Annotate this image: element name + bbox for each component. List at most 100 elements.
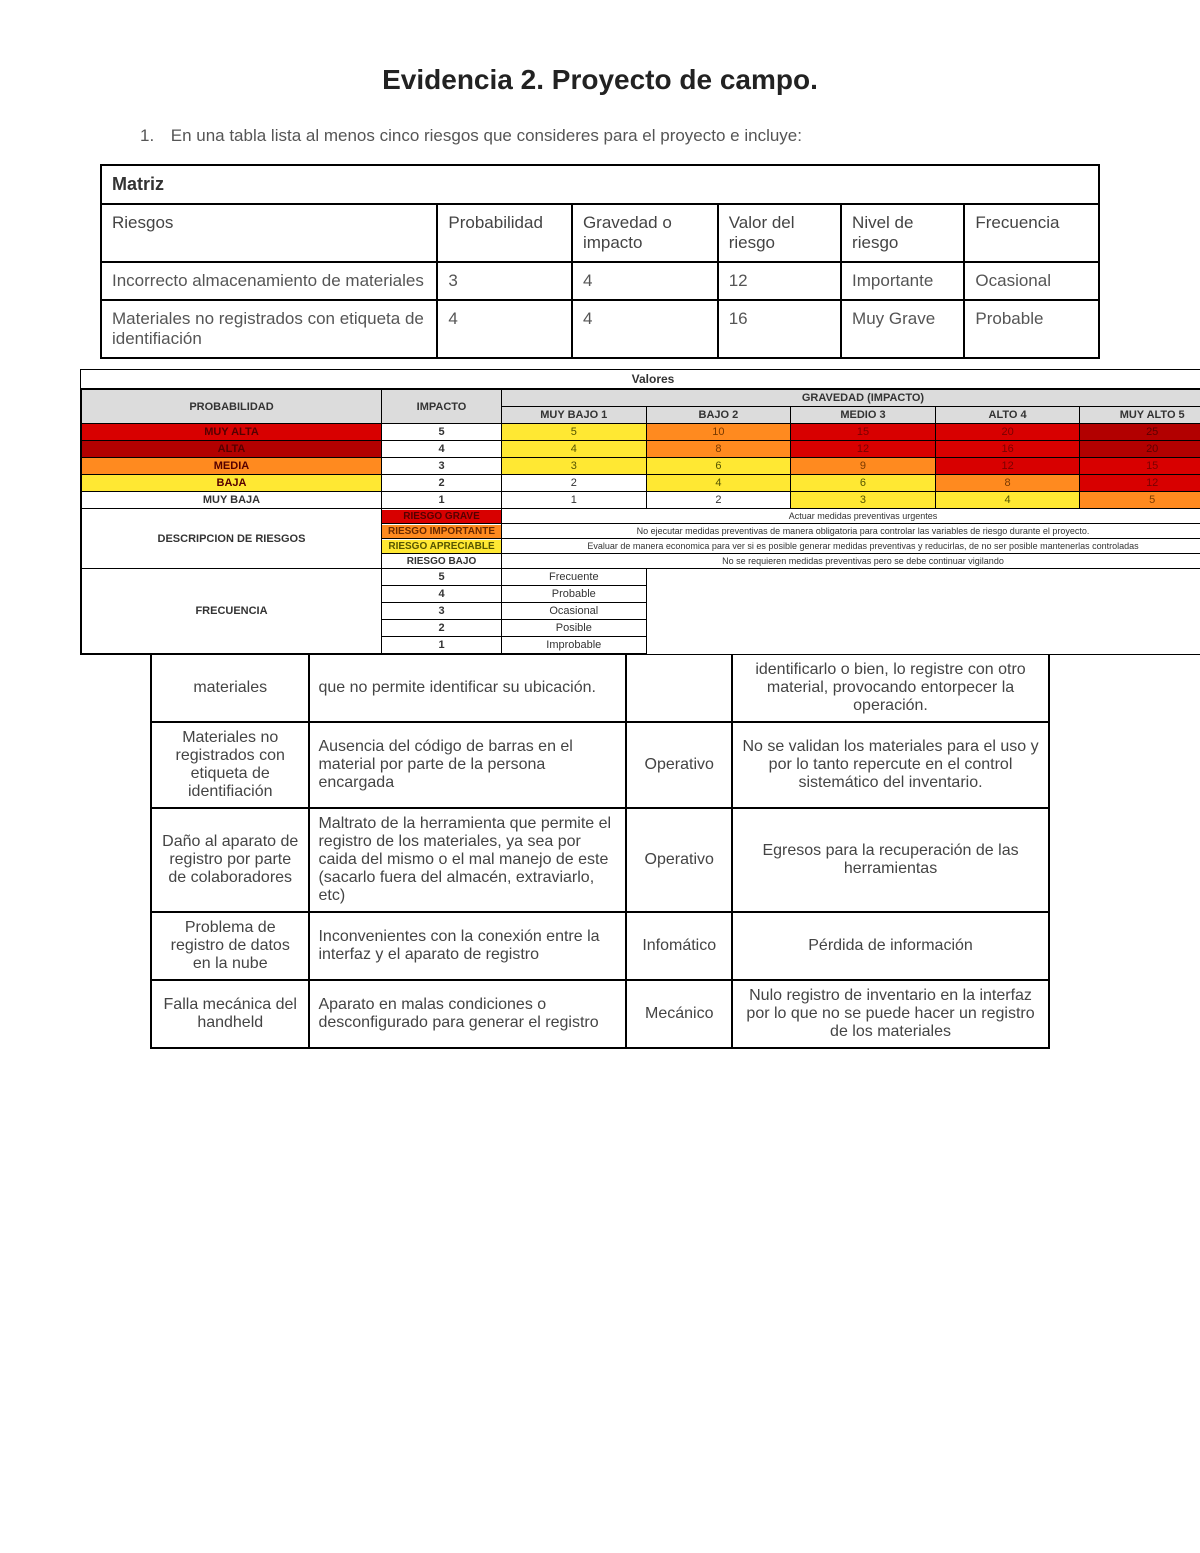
frecuencia-label-cell: Frecuente (502, 569, 647, 586)
instruction-number: 1. (140, 126, 166, 146)
desc-cause: Maltrato de la herramienta que permite e… (309, 808, 626, 912)
impact-value: 3 (382, 458, 502, 475)
heatmap-cell: 15 (791, 424, 936, 441)
severity-header: ALTO 4 (935, 407, 1080, 424)
desc-risk: Problema de registro de datos en la nube (151, 912, 309, 980)
matrix-cell: Materiales no registrados con etiqueta d… (101, 300, 437, 358)
desc-risk: Materiales no registrados con etiqueta d… (151, 722, 309, 808)
frecuencia-n: 4 (382, 586, 502, 603)
prob-row-name: ALTA (82, 441, 382, 458)
heatmap-cell: 4 (646, 475, 791, 492)
desc-risk: Falla mecánica del handheld (151, 980, 309, 1048)
heatmap-cell: 12 (791, 441, 936, 458)
matrix-table: Matriz Riesgos Probabilidad Gravedad o i… (100, 164, 1100, 359)
desc-consequence: No se validan los materiales para el uso… (732, 722, 1049, 808)
matrix-cell: Probable (964, 300, 1099, 358)
prob-row-name: BAJA (82, 475, 382, 492)
descripcion-riesgos-label: DESCRIPCION DE RIESGOS (82, 509, 382, 569)
heatmap-cell: 4 (502, 441, 647, 458)
heatmap-cell: 2 (502, 475, 647, 492)
col-probabilidad: Probabilidad (437, 204, 572, 262)
heatmap-cell: 6 (791, 475, 936, 492)
valores-title: Valores (81, 370, 1200, 389)
frecuencia-label-cell: Posible (502, 620, 647, 637)
risk-level-label: RIESGO IMPORTANTE (382, 524, 502, 539)
heatmap-cell: 2 (646, 492, 791, 509)
severity-header: MUY BAJO 1 (502, 407, 647, 424)
matrix-cell: Muy Grave (841, 300, 964, 358)
gravedad-header: GRAVEDAD (IMPACTO) (502, 390, 1200, 407)
frecuencia-n: 5 (382, 569, 502, 586)
heatmap-cell: 16 (935, 441, 1080, 458)
risk-level-label: RIESGO APRECIABLE (382, 539, 502, 554)
frecuencia-n: 3 (382, 603, 502, 620)
heatmap-cell: 25 (1080, 424, 1200, 441)
desc-risk: Daño al aparato de registro por parte de… (151, 808, 309, 912)
severity-header: BAJO 2 (646, 407, 791, 424)
impact-value: 1 (382, 492, 502, 509)
desc-type: Infomático (626, 912, 732, 980)
heatmap-cell: 20 (1080, 441, 1200, 458)
frecuencia-label-cell: Ocasional (502, 603, 647, 620)
impact-value: 5 (382, 424, 502, 441)
instruction-text: En una tabla lista al menos cinco riesgo… (171, 126, 802, 145)
risk-level-desc: No se requieren medidas preventivas pero… (502, 554, 1200, 569)
heatmap-cell: 5 (1080, 492, 1200, 509)
col-frecuencia: Frecuencia (964, 204, 1099, 262)
heatmap-cell: 5 (502, 424, 647, 441)
desc-cause: que no permite identificar su ubicación. (309, 655, 626, 722)
page-title: Evidencia 2. Proyecto de campo. (80, 64, 1120, 96)
matrix-cell: 4 (572, 300, 718, 358)
col-riesgos: Riesgos (101, 204, 437, 262)
heatmap-cell: 4 (935, 492, 1080, 509)
desc-cause: Aparato en malas condiciones o desconfig… (309, 980, 626, 1048)
matrix-cell: Ocasional (964, 262, 1099, 300)
valores-panel: Valores PROBABILIDAD IMPACTO GRAVEDAD (I… (80, 369, 1200, 655)
matrix-cell: 16 (718, 300, 841, 358)
heatmap-cell: 8 (646, 441, 791, 458)
desc-type: Mecánico (626, 980, 732, 1048)
desc-consequence: Egresos para la recuperación de las herr… (732, 808, 1049, 912)
matrix-cell: 3 (437, 262, 572, 300)
frecuencia-label-cell: Probable (502, 586, 647, 603)
heatmap-cell: 12 (1080, 475, 1200, 492)
frecuencia-n: 1 (382, 637, 502, 654)
heatmap-cell: 8 (935, 475, 1080, 492)
risk-level-label: RIESGO BAJO (382, 554, 502, 569)
descriptions-table: materialesque no permite identificar su … (150, 655, 1050, 1049)
frecuencia-n: 2 (382, 620, 502, 637)
impacto-header: IMPACTO (382, 390, 502, 424)
severity-header: MEDIO 3 (791, 407, 936, 424)
heatmap-cell: 6 (646, 458, 791, 475)
heatmap-cell: 15 (1080, 458, 1200, 475)
heatmap-cell: 9 (791, 458, 936, 475)
heatmap-cell: 10 (646, 424, 791, 441)
desc-type: Operativo (626, 722, 732, 808)
heatmap-cell: 3 (502, 458, 647, 475)
impact-value: 4 (382, 441, 502, 458)
desc-consequence: identificarlo o bien, lo registre con ot… (732, 655, 1049, 722)
risk-level-desc: No ejecutar medidas preventivas de maner… (502, 524, 1200, 539)
desc-type (626, 655, 732, 722)
risk-level-desc: Evaluar de manera economica para ver si … (502, 539, 1200, 554)
severity-header: MUY ALTO 5 (1080, 407, 1200, 424)
risk-level-label: RIESGO GRAVE (382, 509, 502, 524)
instruction: 1. En una tabla lista al menos cinco rie… (140, 126, 1120, 146)
prob-row-name: MUY BAJA (82, 492, 382, 509)
impact-value: 2 (382, 475, 502, 492)
matrix-cell: Importante (841, 262, 964, 300)
desc-type: Operativo (626, 808, 732, 912)
risk-level-desc: Actuar medidas preventivas urgentes (502, 509, 1200, 524)
valores-table: PROBABILIDAD IMPACTO GRAVEDAD (IMPACTO) … (81, 389, 1200, 654)
prob-row-name: MEDIA (82, 458, 382, 475)
heatmap-cell: 3 (791, 492, 936, 509)
probabilidad-header: PROBABILIDAD (82, 390, 382, 424)
matrix-heading: Matriz (101, 165, 1099, 204)
col-gravedad: Gravedad o impacto (572, 204, 718, 262)
heatmap-cell: 12 (935, 458, 1080, 475)
matrix-cell: 4 (437, 300, 572, 358)
prob-row-name: MUY ALTA (82, 424, 382, 441)
col-valor: Valor del riesgo (718, 204, 841, 262)
frecuencia-label: FRECUENCIA (82, 569, 382, 654)
desc-consequence: Nulo registro de inventario en la interf… (732, 980, 1049, 1048)
